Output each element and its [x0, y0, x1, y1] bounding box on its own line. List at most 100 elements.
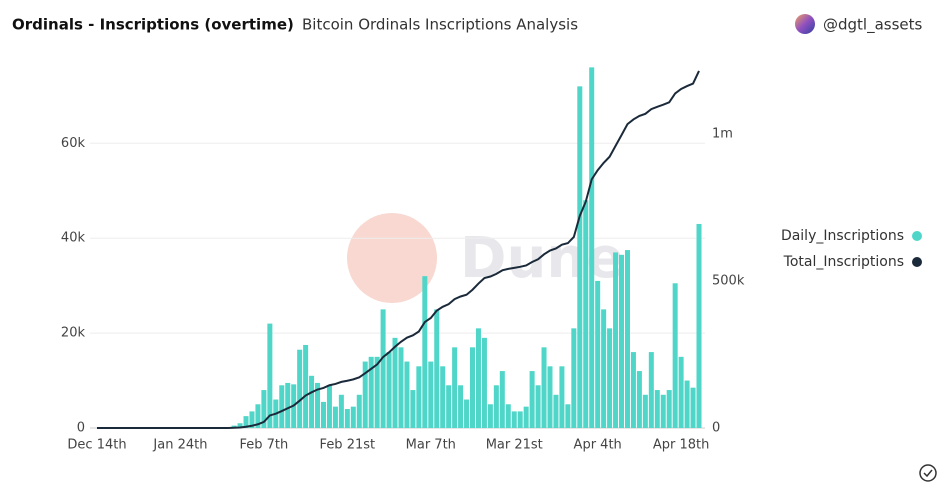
y-tick-label: 0: [77, 421, 85, 436]
x-tick-label: Feb 21st: [320, 438, 376, 453]
bar: [315, 382, 321, 428]
bar: [529, 371, 535, 428]
bar: [267, 323, 273, 428]
x-tick-label: Jan 24th: [152, 438, 207, 453]
bar: [624, 250, 630, 428]
bar: [559, 366, 565, 428]
bar: [607, 328, 613, 428]
bar: [458, 385, 464, 428]
y2-tick-label: 1m: [712, 127, 733, 142]
watermark: Dune: [460, 226, 624, 291]
bar: [475, 328, 481, 428]
bar: [553, 394, 559, 428]
x-tick-label: Mar 21st: [486, 438, 543, 453]
avatar: [795, 14, 815, 34]
bar: [452, 347, 458, 428]
author[interactable]: @dgtl_assets: [823, 16, 923, 35]
bar: [517, 411, 523, 428]
bar: [619, 254, 625, 428]
bar: [660, 394, 666, 428]
legend-label: Daily_Inscriptions: [781, 228, 904, 244]
bar: [344, 409, 350, 428]
bar: [541, 347, 547, 428]
bar: [470, 347, 476, 428]
bar: [666, 390, 672, 428]
bar: [672, 283, 678, 428]
bar: [332, 406, 338, 428]
bar: [583, 200, 589, 428]
bar: [595, 280, 601, 428]
bar: [577, 86, 583, 429]
bar: [356, 394, 362, 428]
bar: [589, 67, 595, 428]
x-tick-label: Apr 18th: [653, 438, 710, 453]
bar: [690, 387, 696, 428]
x-tick-label: Apr 4th: [574, 438, 622, 453]
bar: [481, 337, 487, 428]
bar: [237, 423, 243, 428]
bar: [398, 347, 404, 428]
bar: [464, 399, 470, 428]
bar: [261, 390, 267, 428]
bar: [416, 366, 422, 428]
bar: [338, 394, 344, 428]
bar: [326, 385, 332, 428]
bar: [613, 252, 619, 428]
bar: [279, 385, 285, 428]
bar: [368, 356, 374, 428]
bar: [249, 411, 255, 428]
bar: [297, 349, 303, 428]
bar: [446, 385, 452, 428]
bar: [642, 394, 648, 428]
bar: [350, 406, 356, 428]
bar: [380, 309, 386, 428]
x-tick-label: Mar 7th: [406, 438, 456, 453]
bar: [654, 390, 660, 428]
bar: [255, 404, 261, 428]
bar: [547, 366, 553, 428]
bar: [428, 361, 434, 428]
chart-subtitle: Bitcoin Ordinals Inscriptions Analysis: [302, 16, 578, 34]
legend-swatch: [912, 257, 922, 267]
bar: [386, 352, 392, 428]
bar: [678, 356, 684, 428]
watermark-logo: [347, 213, 437, 303]
check-icon[interactable]: [919, 464, 937, 482]
bar: [404, 361, 410, 428]
bar: [505, 404, 511, 428]
bar: [309, 375, 315, 428]
x-tick-label: Feb 7th: [240, 438, 289, 453]
bar: [565, 404, 571, 428]
x-tick-label: Dec 14th: [67, 438, 126, 453]
line: [97, 70, 700, 429]
bar: [493, 385, 499, 428]
bar: [535, 385, 541, 428]
bar: [523, 406, 529, 428]
bar: [243, 416, 249, 428]
bar: [571, 328, 577, 428]
bar: [285, 382, 291, 428]
bar: [422, 276, 428, 428]
bar: [499, 371, 505, 428]
bar: [392, 337, 398, 428]
bar: [601, 309, 607, 428]
bar: [362, 361, 368, 428]
bar: [303, 344, 309, 428]
y-tick-label: 20k: [61, 326, 86, 341]
bar: [410, 390, 416, 428]
bar: [440, 366, 446, 428]
bar: [511, 411, 517, 428]
bar: [648, 352, 654, 428]
bar: [630, 352, 636, 428]
y-tick-label: 40k: [61, 231, 86, 246]
legend-label: Total_Inscriptions: [783, 254, 904, 270]
y2-tick-label: 500k: [712, 274, 745, 289]
bar: [684, 380, 690, 428]
bar: [374, 356, 380, 428]
y-tick-label: 60k: [61, 136, 86, 151]
chart-title: Ordinals - Inscriptions (overtime): [12, 16, 294, 34]
legend-swatch: [912, 231, 922, 241]
y2-tick-label: 0: [712, 421, 720, 436]
bar: [320, 401, 326, 428]
